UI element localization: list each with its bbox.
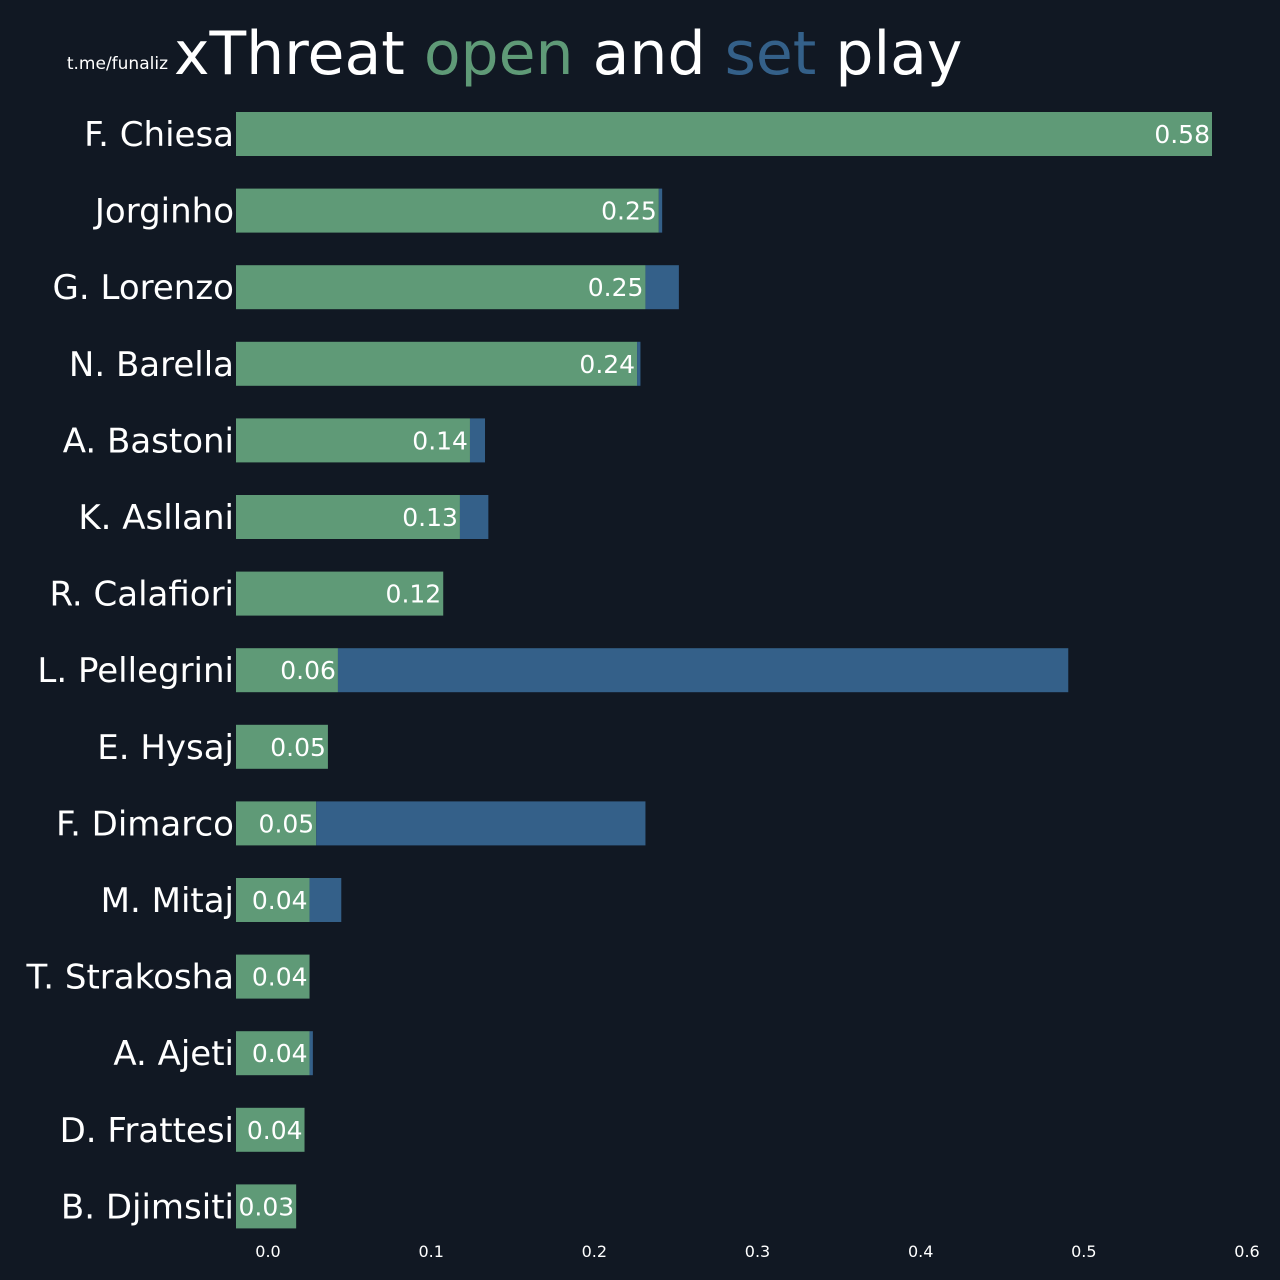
category-label: N. Barella	[69, 345, 234, 385]
bar-open	[236, 878, 310, 922]
title-part-4: play	[816, 19, 962, 89]
x-tick-label: 0.0	[255, 1242, 280, 1261]
bar-set	[309, 878, 342, 922]
category-label: D. Frattesi	[60, 1111, 234, 1151]
category-label: R. Calafiori	[49, 575, 234, 615]
bar-open	[236, 724, 328, 769]
bar-open	[236, 801, 317, 846]
title-part-1: open	[424, 19, 574, 89]
category-label: B. Djimsiti	[61, 1187, 234, 1227]
value-label: 0.04	[252, 963, 308, 992]
bar-open	[236, 1031, 310, 1076]
labels-layer: F. Chiesa 0.58 Jorginho 0.25 G. Lorenzo 0.25 N…	[26, 115, 1210, 1227]
category-label: Jorginho	[93, 192, 234, 232]
x-tick-label: 0.3	[745, 1242, 770, 1261]
x-tick-label: 0.1	[418, 1242, 443, 1261]
value-label: 0.05	[270, 733, 326, 762]
bar-set	[337, 648, 1069, 693]
category-label: F. Dimarco	[56, 804, 234, 844]
value-label: 0.25	[601, 197, 657, 226]
bar-open	[236, 1107, 305, 1152]
value-label: 0.06	[280, 656, 336, 685]
bar-set	[637, 341, 641, 386]
bar-open	[236, 112, 1212, 156]
value-label: 0.05	[259, 809, 315, 838]
value-label: 0.25	[588, 273, 644, 302]
x-tick-label: 0.4	[908, 1242, 933, 1261]
value-label: 0.04	[252, 886, 308, 915]
category-label: E. Hysaj	[97, 728, 234, 768]
bar-open	[236, 571, 444, 616]
x-tick-label: 0.6	[1234, 1242, 1259, 1261]
chart-title: xThreat open and set play	[174, 19, 962, 89]
category-label: G. Lorenzo	[53, 268, 234, 308]
title-part-2: and	[574, 19, 725, 89]
category-label: K. Asllani	[78, 498, 234, 538]
bar-open	[236, 265, 646, 310]
bars-layer	[236, 112, 1212, 1229]
bar-open	[236, 495, 460, 539]
bar-open	[236, 188, 659, 233]
x-tick-label: 0.5	[1071, 1242, 1096, 1261]
value-label: 0.04	[252, 1039, 308, 1068]
bar-open	[236, 341, 638, 386]
watermark: t.me/funaliz	[67, 54, 168, 74]
title-part-3: set	[725, 19, 817, 89]
value-label: 0.24	[579, 350, 635, 379]
bar-open	[236, 1184, 297, 1229]
value-label: 0.03	[238, 1192, 294, 1221]
category-label: T. Strakosha	[26, 958, 234, 998]
bar-open	[236, 648, 338, 693]
bar-set	[309, 1031, 313, 1076]
bar-open	[236, 954, 310, 999]
category-label: A. Bastoni	[63, 421, 234, 461]
category-label: F. Chiesa	[84, 115, 234, 155]
category-label: A. Ajeti	[113, 1034, 234, 1074]
value-label: 0.14	[412, 426, 468, 455]
x-tick-label: 0.2	[582, 1242, 607, 1261]
value-label: 0.12	[386, 580, 442, 609]
bar-set	[645, 265, 679, 310]
bar-set	[469, 418, 486, 463]
bar-set	[658, 188, 663, 233]
bar-open	[236, 418, 470, 463]
category-label: M. Mitaj	[101, 881, 234, 921]
x-axis: 0.0 0.1 0.2 0.3 0.4 0.5 0.6	[255, 1242, 1259, 1261]
title-part-0: xThreat	[174, 19, 424, 89]
category-label: L. Pellegrini	[37, 651, 234, 691]
value-label: 0.13	[402, 503, 458, 532]
bar-set	[459, 495, 489, 539]
value-label: 0.58	[1154, 120, 1210, 149]
bar-set	[316, 801, 646, 846]
value-label: 0.04	[247, 1116, 303, 1145]
